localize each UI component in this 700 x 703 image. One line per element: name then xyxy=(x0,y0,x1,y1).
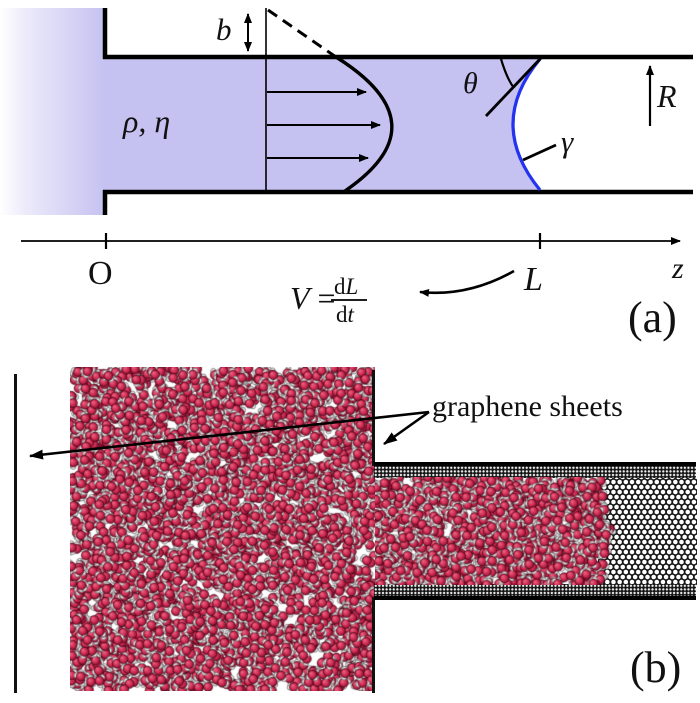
formula-pointer-curved-arrow xyxy=(419,269,515,297)
graphene-pointer-long xyxy=(29,410,430,460)
water-inside-nanotube xyxy=(375,477,617,585)
graphene-pointer-short xyxy=(383,410,430,446)
z-axis-label: z xyxy=(671,252,684,285)
origin-label: O xyxy=(88,255,113,292)
panel-a-tag: (a) xyxy=(628,293,677,342)
nanotube-wall-top xyxy=(374,462,696,478)
annotation-arrows xyxy=(29,410,430,460)
radius-label: R xyxy=(656,78,677,114)
nanotube-wall-bottom xyxy=(374,584,696,600)
panel-a-schematic: b ρ, η θ γ R O L z V = dL dt xyxy=(0,8,693,327)
velocity-formula-lhs: V = xyxy=(290,280,336,316)
contact-angle-arc xyxy=(499,58,515,89)
fill-length-label: L xyxy=(523,261,543,298)
graphene-sheets-label: graphene sheets xyxy=(432,390,623,423)
meniscus-curve xyxy=(511,57,542,192)
velocity-formula-numerator: dL xyxy=(334,274,358,299)
reservoir-gradient xyxy=(0,8,104,215)
graphene-sheet-left xyxy=(14,374,17,693)
surface-tension-label: γ xyxy=(561,124,574,159)
slip-extrapolation-dashed-line xyxy=(267,8,337,59)
water-reservoir-molecules xyxy=(70,367,375,691)
contact-angle-label: θ xyxy=(463,67,478,100)
fluid-properties-label: ρ, η xyxy=(122,103,170,139)
velocity-formula-denominator: dt xyxy=(336,302,355,327)
panel-b-tag: (b) xyxy=(630,643,682,692)
slip-length-label: b xyxy=(216,12,232,47)
surface-tension-pointer xyxy=(522,143,557,162)
graphene-sheet-right-lower xyxy=(372,597,375,693)
velocity-parabola xyxy=(335,55,394,193)
